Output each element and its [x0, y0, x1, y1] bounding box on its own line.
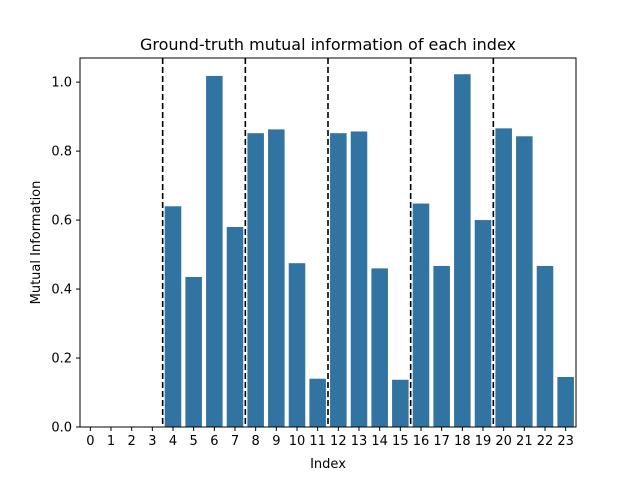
x-tick-label: 2	[128, 434, 136, 449]
bar-index-7	[226, 226, 244, 427]
y-ticks-group: 0.0 0.2 0.4 0.6 0.8 1.0	[51, 76, 80, 436]
x-tick-label: 22	[537, 434, 554, 449]
bars-group	[164, 74, 574, 428]
y-tick-label: 0.8	[51, 145, 72, 160]
x-tick-label: 9	[272, 434, 280, 449]
bar-index-20	[495, 128, 512, 428]
bar-index-11	[309, 378, 326, 427]
y-tick-label: 0.0	[51, 421, 72, 436]
bar-index-14	[371, 268, 388, 427]
x-tick-label: 12	[330, 434, 347, 449]
x-tick-label: 3	[148, 434, 156, 449]
bar-index-16	[412, 203, 430, 427]
y-tick-label: 0.6	[51, 214, 72, 229]
x-tick-label: 13	[351, 434, 368, 449]
bar-index-17	[433, 265, 450, 427]
bar-index-5	[185, 276, 202, 427]
x-tick-label: 23	[557, 434, 574, 449]
x-tick-label: 4	[169, 434, 177, 449]
bar-index-6	[206, 75, 223, 427]
x-tick-label: 5	[190, 434, 198, 449]
x-tick-label: 16	[413, 434, 430, 449]
chart-title: Ground-truth mutual information of each …	[140, 35, 516, 54]
x-tick-label: 21	[516, 434, 533, 449]
x-tick-label: 0	[86, 434, 94, 449]
x-tick-label: 14	[371, 434, 388, 449]
x-tick-label: 8	[252, 434, 260, 449]
separators-group	[161, 58, 495, 427]
x-tick-label: 18	[454, 434, 471, 449]
x-tick-label: 10	[289, 434, 306, 449]
y-tick-label: 0.2	[51, 352, 72, 367]
x-axis-label: Index	[310, 457, 346, 472]
x-tick-label: 11	[309, 434, 326, 449]
x-tick-label: 19	[475, 434, 492, 449]
bar-index-15	[392, 379, 409, 427]
bar-index-8	[247, 133, 264, 427]
bar-index-21	[516, 136, 533, 427]
bar-index-19	[474, 220, 492, 427]
x-tick-label: 17	[433, 434, 450, 449]
x-tick-label: 15	[392, 434, 409, 449]
bar-index-18	[454, 74, 471, 428]
bar-index-4	[164, 206, 182, 427]
y-axis-label: Mutual Information	[29, 181, 44, 305]
y-tick-label: 0.4	[51, 283, 72, 298]
x-tick-label: 7	[231, 434, 239, 449]
bar-index-12	[330, 133, 347, 427]
bar-index-9	[268, 129, 285, 427]
x-tick-label: 20	[495, 434, 512, 449]
y-tick-label: 1.0	[51, 76, 72, 91]
bar-index-23	[557, 376, 574, 427]
bar-index-13	[350, 131, 368, 427]
x-tick-label: 6	[210, 434, 218, 449]
x-ticks-group: 0 1 2 3 4 5 6 7 8 9 10 11 12 13 14 15 16 17 18 19 20 21 22 23	[86, 427, 574, 449]
plot-frame	[79, 57, 577, 428]
bar-index-10	[288, 263, 306, 427]
bar-index-22	[536, 265, 554, 427]
x-tick-label: 1	[107, 434, 115, 449]
